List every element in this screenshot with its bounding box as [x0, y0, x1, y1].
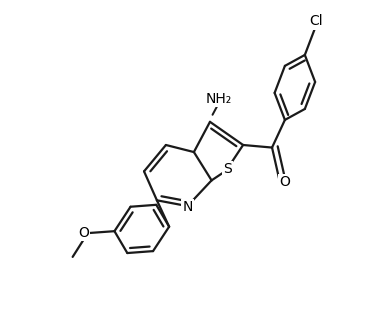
- Text: N: N: [182, 200, 193, 214]
- Text: O: O: [279, 175, 290, 189]
- Text: Cl: Cl: [309, 14, 323, 28]
- Text: NH₂: NH₂: [206, 92, 232, 106]
- Text: O: O: [78, 226, 89, 240]
- Text: S: S: [223, 162, 232, 177]
